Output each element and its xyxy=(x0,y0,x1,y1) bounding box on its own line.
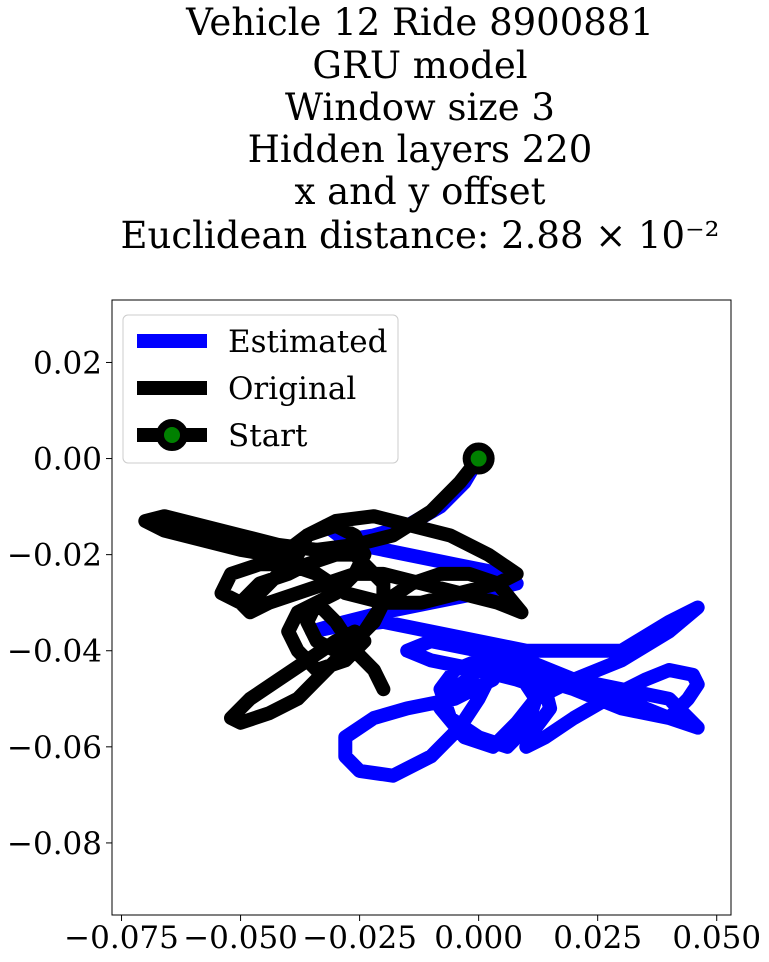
x-tick-label: −0.050 xyxy=(183,920,298,956)
legend-label-estimated: Estimated xyxy=(228,324,387,360)
title-line-1: Vehicle 12 Ride 8900881 xyxy=(185,1,654,44)
y-axis: 0.02 0.00 −0.02 −0.04 −0.06 −0.08 xyxy=(7,345,112,862)
y-tick-label: 0.00 xyxy=(33,442,102,478)
legend-label-original: Original xyxy=(228,371,356,407)
y-tick-label: 0.02 xyxy=(33,345,102,381)
x-axis: −0.075 −0.050 −0.025 0.000 0.025 0.050 xyxy=(64,915,761,956)
x-tick-label: 0.050 xyxy=(672,920,761,956)
x-tick-label: −0.025 xyxy=(302,920,417,956)
legend: Estimated Original Start xyxy=(122,314,399,464)
legend-box xyxy=(122,314,399,464)
title-line-4: Hidden layers 220 xyxy=(248,128,593,171)
x-tick-label: 0.000 xyxy=(434,920,523,956)
series-layer xyxy=(138,442,705,783)
series-line-original xyxy=(138,451,529,730)
y-tick-label: −0.02 xyxy=(7,538,102,574)
x-tick-label: −0.075 xyxy=(64,920,179,956)
title-line-5: x and y offset xyxy=(295,170,546,213)
y-tick-label: −0.08 xyxy=(7,826,102,862)
title-line-2: GRU model xyxy=(312,44,527,87)
legend-label-start: Start xyxy=(228,418,308,454)
y-tick-label: −0.06 xyxy=(7,730,102,766)
x-tick-label: 0.025 xyxy=(553,920,642,956)
legend-start-marker xyxy=(156,419,188,451)
series-line-estimated xyxy=(305,451,705,783)
plot-frame xyxy=(111,299,732,916)
start-marker xyxy=(462,442,495,475)
title-line-6: Euclidean distance: 2.88 × 10⁻² xyxy=(121,214,720,257)
y-tick-label: −0.04 xyxy=(7,634,102,670)
title-line-3: Window size 3 xyxy=(285,86,555,129)
